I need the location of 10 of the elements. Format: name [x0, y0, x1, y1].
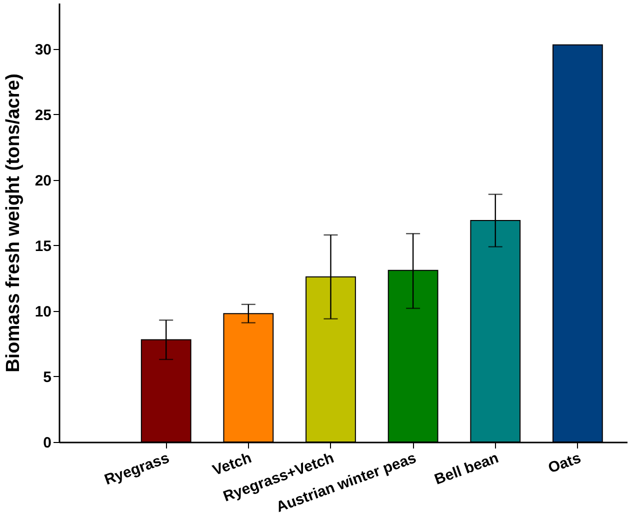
y-axis-title: Biomass fresh weight (tons/acre) — [2, 74, 24, 372]
y-tick-label: 10 — [34, 303, 52, 320]
x-tick-label: Oats — [546, 450, 584, 477]
y-tick-label: 30 — [34, 41, 52, 58]
x-tick-label: Bell bean — [432, 450, 501, 488]
y-tick-label: 25 — [34, 106, 52, 124]
y-tick-label: 0 — [43, 434, 52, 452]
y-tick-label: 20 — [34, 172, 52, 190]
y-tick-label: 5 — [43, 368, 52, 386]
y-tick-label: 15 — [34, 238, 52, 255]
